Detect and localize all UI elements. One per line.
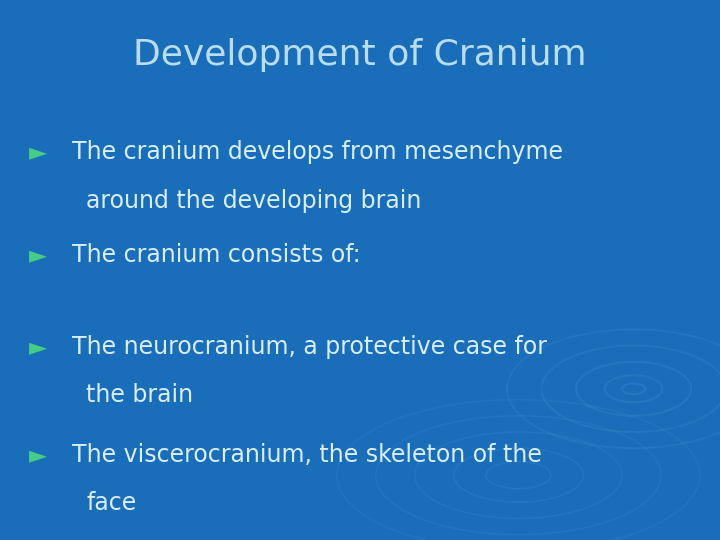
Text: ►: ► — [29, 243, 47, 267]
Text: The cranium consists of:: The cranium consists of: — [72, 243, 361, 267]
Text: ►: ► — [29, 140, 47, 164]
Text: ►: ► — [29, 443, 47, 467]
Text: Development of Cranium: Development of Cranium — [133, 38, 587, 72]
Text: ►: ► — [29, 335, 47, 359]
Text: face: face — [86, 491, 137, 515]
Text: The cranium develops from mesenchyme: The cranium develops from mesenchyme — [72, 140, 563, 164]
Text: the brain: the brain — [86, 383, 194, 407]
Text: The neurocranium, a protective case for: The neurocranium, a protective case for — [72, 335, 547, 359]
Text: around the developing brain: around the developing brain — [86, 189, 422, 213]
Text: The viscerocranium, the skeleton of the: The viscerocranium, the skeleton of the — [72, 443, 542, 467]
